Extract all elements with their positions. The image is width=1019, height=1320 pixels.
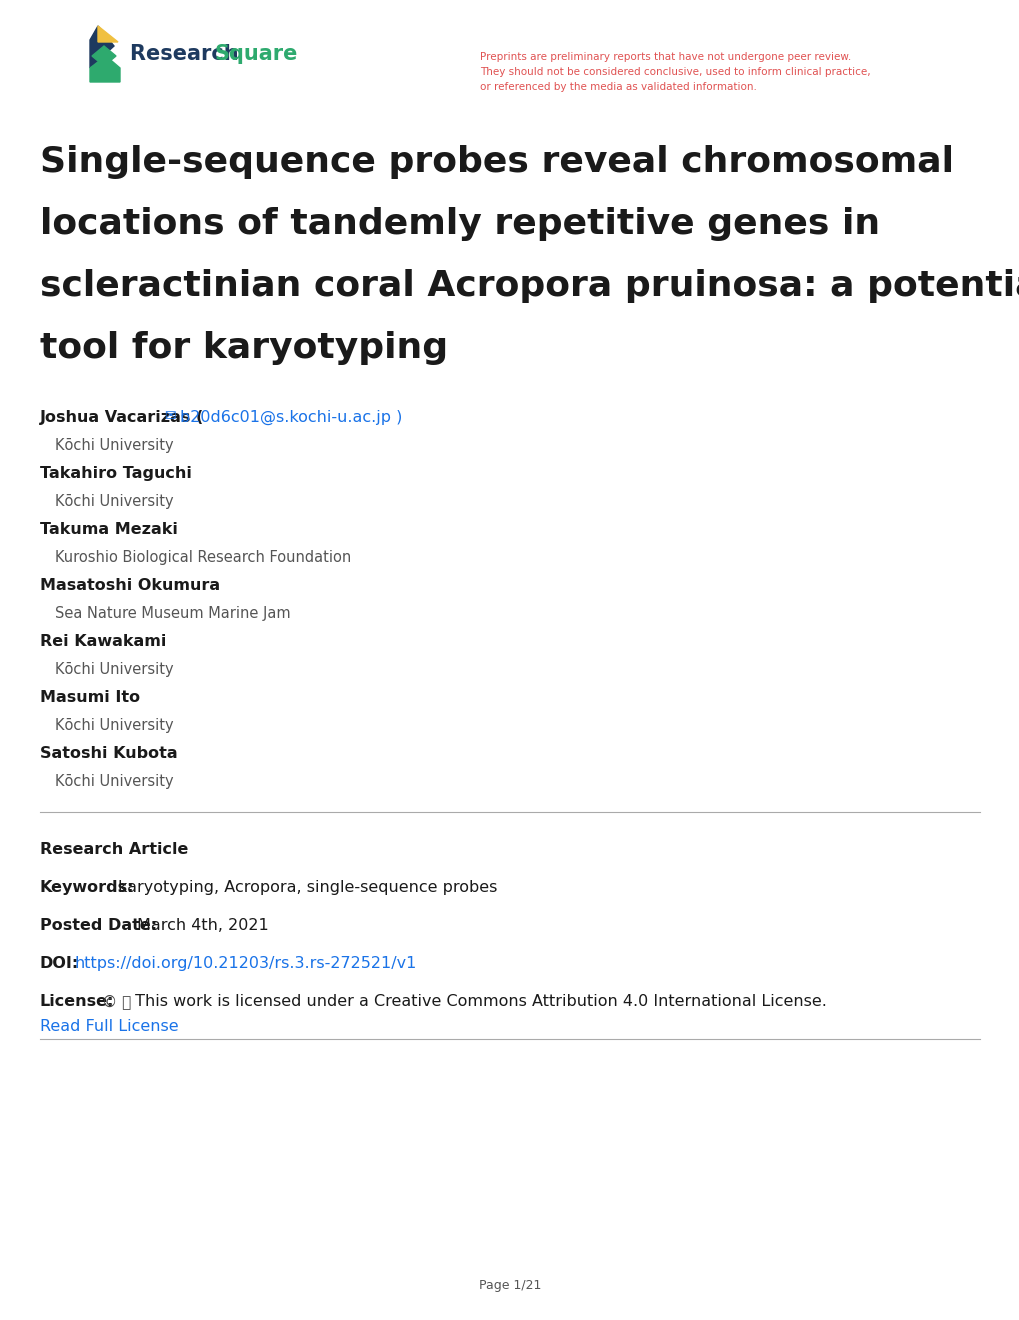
Text: ✉: ✉	[164, 409, 176, 422]
Text: Satoshi Kubota: Satoshi Kubota	[40, 746, 177, 762]
Text: © ⓘ: © ⓘ	[102, 994, 131, 1008]
Text: Masatoshi Okumura: Masatoshi Okumura	[40, 578, 220, 593]
Polygon shape	[92, 46, 116, 66]
Text: Read Full License: Read Full License	[40, 1019, 178, 1034]
Text: Preprints are preliminary reports that have not undergone peer review.
They shou: Preprints are preliminary reports that h…	[480, 51, 870, 91]
Text: Research: Research	[129, 44, 246, 63]
Text: Research Article: Research Article	[40, 842, 189, 857]
Text: scleractinian coral Acropora pruinosa: a potential: scleractinian coral Acropora pruinosa: a…	[40, 269, 1019, 304]
Polygon shape	[98, 26, 118, 42]
Text: Keywords:: Keywords:	[40, 880, 135, 895]
Text: b20d6c01@s.kochi-u.ac.jp ): b20d6c01@s.kochi-u.ac.jp )	[180, 411, 403, 425]
Text: Single-sequence probes reveal chromosomal: Single-sequence probes reveal chromosoma…	[40, 145, 953, 180]
Text: Masumi Ito: Masumi Ito	[40, 690, 140, 705]
Text: Takahiro Taguchi: Takahiro Taguchi	[40, 466, 192, 480]
Text: Sea Nature Museum Marine Jam: Sea Nature Museum Marine Jam	[55, 606, 290, 620]
Text: https://doi.org/10.21203/rs.3.rs-272521/v1: https://doi.org/10.21203/rs.3.rs-272521/…	[75, 956, 417, 972]
Text: Kōchi University: Kōchi University	[55, 663, 173, 677]
Text: karyotyping, Acropora, single-sequence probes: karyotyping, Acropora, single-sequence p…	[118, 880, 497, 895]
Text: Kuroshio Biological Research Foundation: Kuroshio Biological Research Foundation	[55, 550, 351, 565]
Text: March 4th, 2021: March 4th, 2021	[137, 917, 268, 933]
Text: Page 1/21: Page 1/21	[478, 1279, 541, 1292]
Text: License:: License:	[40, 994, 114, 1008]
Polygon shape	[90, 55, 120, 82]
Text: Kōchi University: Kōchi University	[55, 494, 173, 510]
Text: Rei Kawakami: Rei Kawakami	[40, 634, 166, 649]
Text: DOI:: DOI:	[40, 956, 79, 972]
Text: Kōchi University: Kōchi University	[55, 774, 173, 789]
Text: Joshua Vacarizas (: Joshua Vacarizas (	[40, 411, 204, 425]
Text: Takuma Mezaki: Takuma Mezaki	[40, 521, 177, 537]
Text: locations of tandemly repetitive genes in: locations of tandemly repetitive genes i…	[40, 207, 879, 242]
Text: Posted Date:: Posted Date:	[40, 917, 157, 933]
Text: Kōchi University: Kōchi University	[55, 438, 173, 453]
Text: Kōchi University: Kōchi University	[55, 718, 173, 733]
Text: This work is licensed under a Creative Commons Attribution 4.0 International Lic: This work is licensed under a Creative C…	[129, 994, 826, 1008]
Text: Square: Square	[215, 44, 299, 63]
Text: tool for karyotyping: tool for karyotyping	[40, 331, 447, 366]
Polygon shape	[90, 26, 114, 69]
